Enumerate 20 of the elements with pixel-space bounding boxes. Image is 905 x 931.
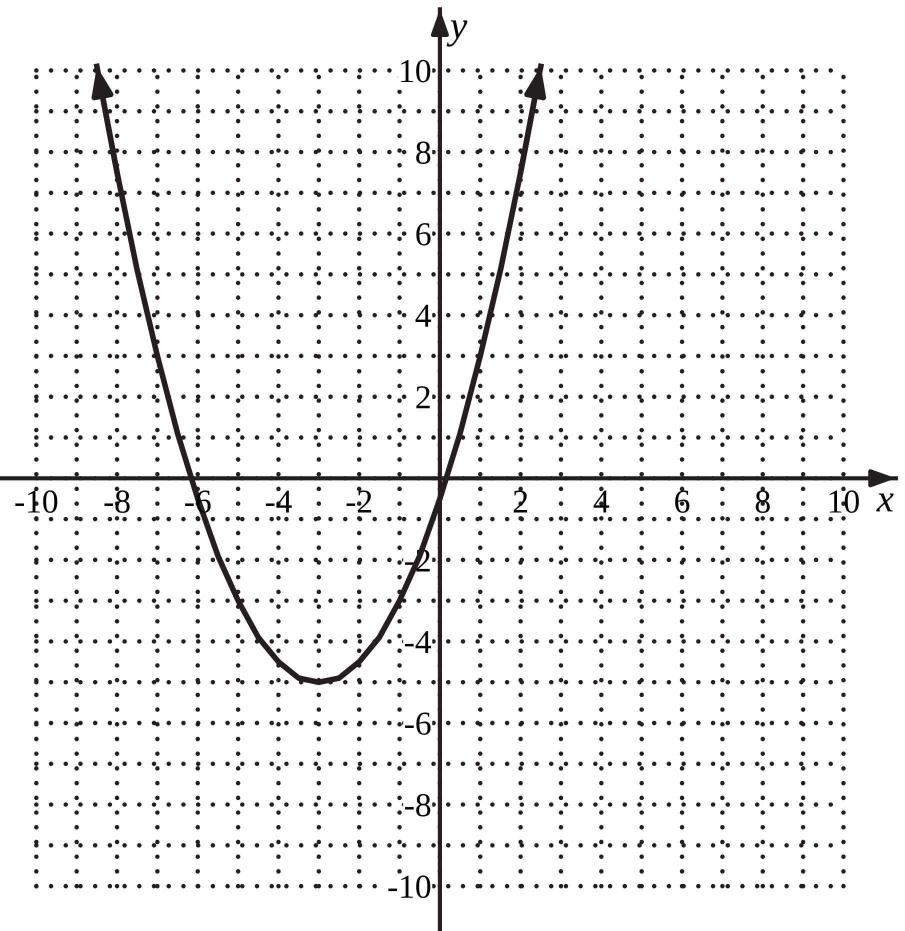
x-tick-label: -4 xyxy=(266,490,292,513)
y-tick-label: 8 xyxy=(416,141,430,164)
x-tick-label: 6 xyxy=(675,490,690,513)
x-tick-label: 4 xyxy=(594,490,610,513)
x-tick-label: 8 xyxy=(756,490,770,513)
y-tick-label: -4 xyxy=(405,631,432,654)
x-tick-label: -2 xyxy=(346,490,372,513)
x-tick-label: -10 xyxy=(15,490,58,513)
y-tick-label: 6 xyxy=(416,223,431,246)
y-tick-label: -10 xyxy=(388,876,430,898)
x-tick-label: 10 xyxy=(830,490,859,513)
y-tick-label: -8 xyxy=(405,794,430,816)
y-axis-title: y xyxy=(446,20,468,47)
y-tick-label: -6 xyxy=(405,712,431,735)
y-tick-label: 4 xyxy=(416,304,432,327)
x-tick-label: -8 xyxy=(104,490,130,513)
y-tick-label: 10 xyxy=(401,60,430,82)
x-tick-label: 2 xyxy=(514,490,528,513)
y-tick-label: 2 xyxy=(416,386,430,408)
x-axis-title: x xyxy=(876,494,894,512)
